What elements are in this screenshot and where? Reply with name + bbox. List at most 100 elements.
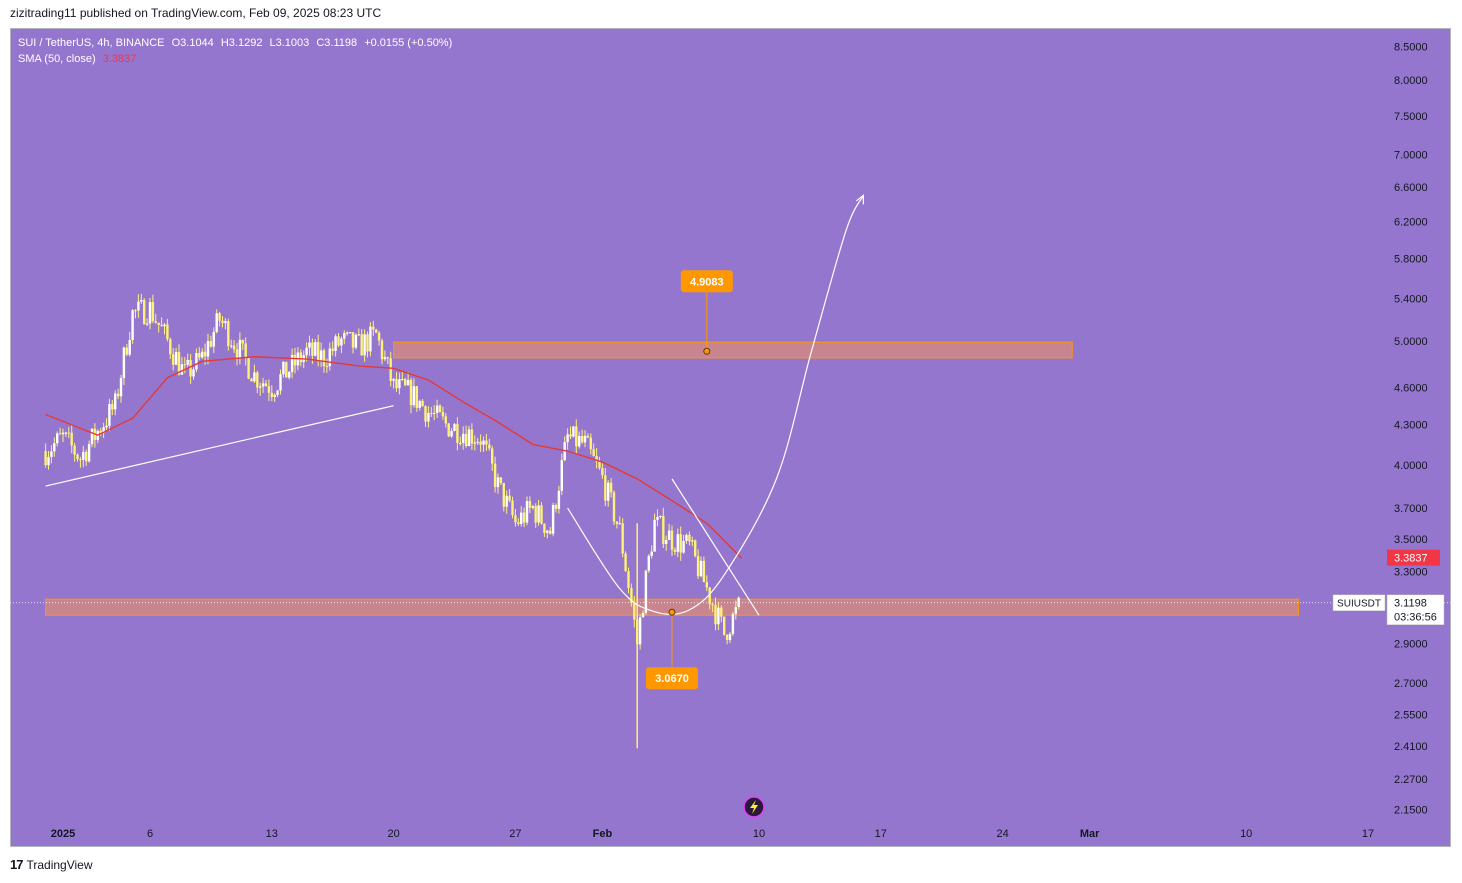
x-tick-label: 6	[147, 828, 153, 840]
candle	[615, 521, 619, 529]
candle-body	[293, 354, 297, 366]
legend-open: O3.1044	[171, 37, 214, 49]
candle	[261, 377, 265, 393]
candle	[276, 389, 279, 398]
candle-body	[163, 324, 166, 327]
candle-body	[578, 436, 581, 447]
candle	[412, 378, 416, 408]
candle	[259, 382, 262, 396]
candle-body	[137, 301, 140, 311]
callout-anchor	[703, 347, 711, 355]
sma-line	[45, 356, 743, 559]
price-chart[interactable]: 4.9083 3.0670 8.5000 8.0000 7.5000 7.0000 6.60…	[10, 28, 1451, 847]
y-tick-label: 8.5000	[1394, 42, 1428, 54]
candle	[696, 549, 700, 580]
candle-body	[673, 549, 677, 552]
candle-body	[125, 347, 128, 355]
candle	[580, 429, 584, 444]
candle	[467, 425, 471, 447]
candle-body	[209, 341, 213, 347]
candle-body	[406, 380, 410, 386]
candle-body	[108, 404, 111, 426]
candle	[317, 334, 320, 367]
candle-body	[198, 353, 201, 358]
candle	[406, 372, 410, 386]
candle-body	[116, 393, 120, 397]
candle-body	[305, 347, 308, 356]
candle	[163, 322, 166, 335]
candle	[531, 504, 534, 510]
candle	[343, 330, 346, 345]
candle	[647, 554, 650, 573]
candle	[322, 348, 326, 373]
candle	[346, 331, 349, 336]
candle-body	[203, 351, 207, 357]
candle	[61, 428, 65, 442]
candle-body	[398, 379, 401, 389]
candle	[607, 480, 610, 507]
candle-body	[705, 582, 708, 588]
candle	[676, 528, 679, 558]
candle-body	[595, 456, 598, 462]
candle	[247, 356, 250, 380]
candle	[372, 320, 375, 336]
candle-body	[395, 378, 398, 389]
lightning-icon[interactable]	[743, 796, 765, 818]
candle	[380, 338, 384, 365]
candle	[131, 309, 134, 344]
candle	[685, 533, 688, 544]
candle-body	[618, 523, 621, 525]
candle	[479, 434, 482, 452]
candle	[186, 353, 189, 369]
candle-body	[723, 616, 726, 635]
candle	[520, 506, 523, 527]
candle	[151, 294, 155, 324]
candle	[502, 482, 505, 512]
candle-body	[580, 436, 584, 443]
candle-body	[720, 607, 723, 617]
footer-brand[interactable]: TradingView	[26, 857, 93, 872]
candle-body	[694, 540, 697, 557]
candle	[363, 329, 366, 362]
candle	[348, 332, 352, 334]
candle-body	[670, 530, 674, 550]
candle-body	[308, 342, 311, 348]
candle-body	[131, 310, 134, 341]
candle-body	[47, 456, 50, 466]
candle-body	[734, 606, 737, 614]
candle-body	[731, 613, 735, 634]
candle	[464, 425, 468, 448]
candle-body	[641, 612, 645, 618]
legend-symbol[interactable]: SUI / TetherUS, 4h, BINANCE	[18, 37, 165, 49]
candle	[717, 602, 720, 630]
candle	[673, 547, 677, 556]
candle-body	[662, 516, 665, 545]
candle	[108, 398, 111, 432]
candle-body	[725, 634, 729, 641]
candle-body	[479, 441, 482, 445]
candle-body	[351, 332, 355, 348]
y-tick-label: 4.6000	[1394, 382, 1428, 394]
candle-body	[192, 369, 195, 377]
candle-body	[328, 348, 331, 367]
candle-body	[140, 300, 143, 302]
candle	[691, 536, 694, 547]
candle-body	[679, 534, 682, 553]
candle-body	[360, 334, 363, 356]
candle-body	[696, 556, 700, 577]
tradingview-logo-icon[interactable]: 17	[10, 857, 24, 872]
candle	[612, 490, 616, 526]
candle	[627, 567, 630, 594]
candle-body	[244, 343, 247, 358]
candle-body	[688, 534, 691, 542]
candles	[44, 293, 740, 749]
candle	[102, 422, 105, 439]
candle-body	[656, 516, 659, 520]
y-tick-label: 5.4000	[1394, 293, 1428, 305]
candle-body	[717, 607, 720, 625]
candle	[369, 322, 372, 357]
candle	[688, 531, 691, 546]
legend-sma-label[interactable]: SMA (50, close)	[18, 53, 96, 65]
candle	[705, 575, 708, 592]
candle-body	[473, 442, 476, 444]
